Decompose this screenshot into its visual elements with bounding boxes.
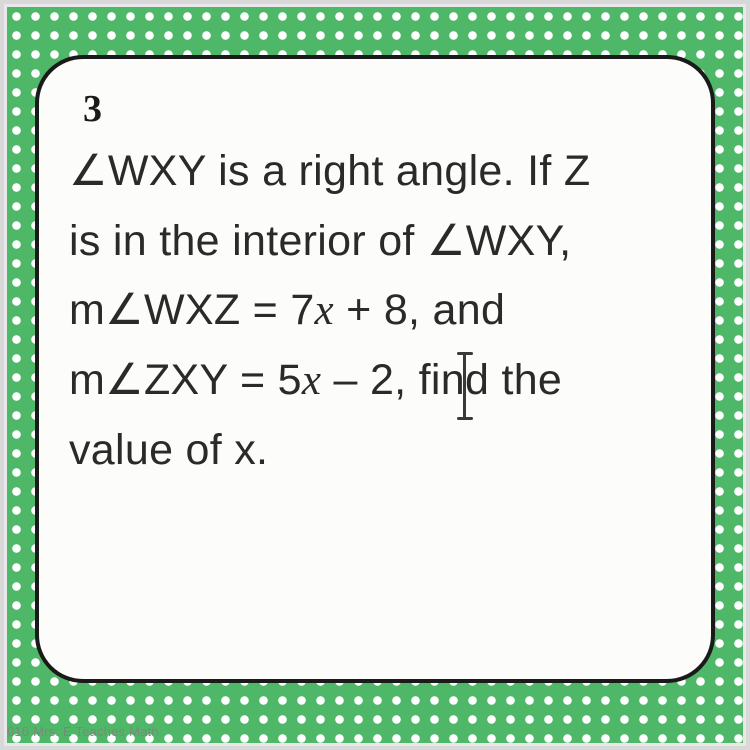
problem-line-2: is in the interior of ∠WXY, <box>69 207 687 277</box>
variable-x: x <box>315 287 334 334</box>
problem-line-3: m∠WXZ = 7x + 8, and <box>69 276 687 346</box>
angle-symbol: ∠ <box>105 356 144 404</box>
problem-card: 3 ∠WXY is a right angle. If Z is in the … <box>35 55 715 683</box>
angle-symbol: ∠ <box>69 147 108 195</box>
polka-dot-border: 3 ∠WXY is a right angle. If Z is in the … <box>7 7 743 743</box>
problem-line-4: m∠ZXY = 5x – 2, find the <box>69 346 687 416</box>
problem-number: 3 <box>83 87 687 131</box>
angle-symbol: ∠ <box>427 217 466 265</box>
angle-symbol: ∠ <box>105 286 144 334</box>
problem-line-5: value of x. <box>69 416 687 486</box>
variable-x: x <box>302 357 321 404</box>
copyright-text: 016 Mrs. E Teaches Math <box>7 724 159 739</box>
screenshot-frame: 3 ∠WXY is a right angle. If Z is in the … <box>4 4 746 746</box>
problem-line-1: ∠WXY is a right angle. If Z <box>69 137 687 207</box>
problem-body[interactable]: ∠WXY is a right angle. If Z is in the in… <box>69 137 687 485</box>
